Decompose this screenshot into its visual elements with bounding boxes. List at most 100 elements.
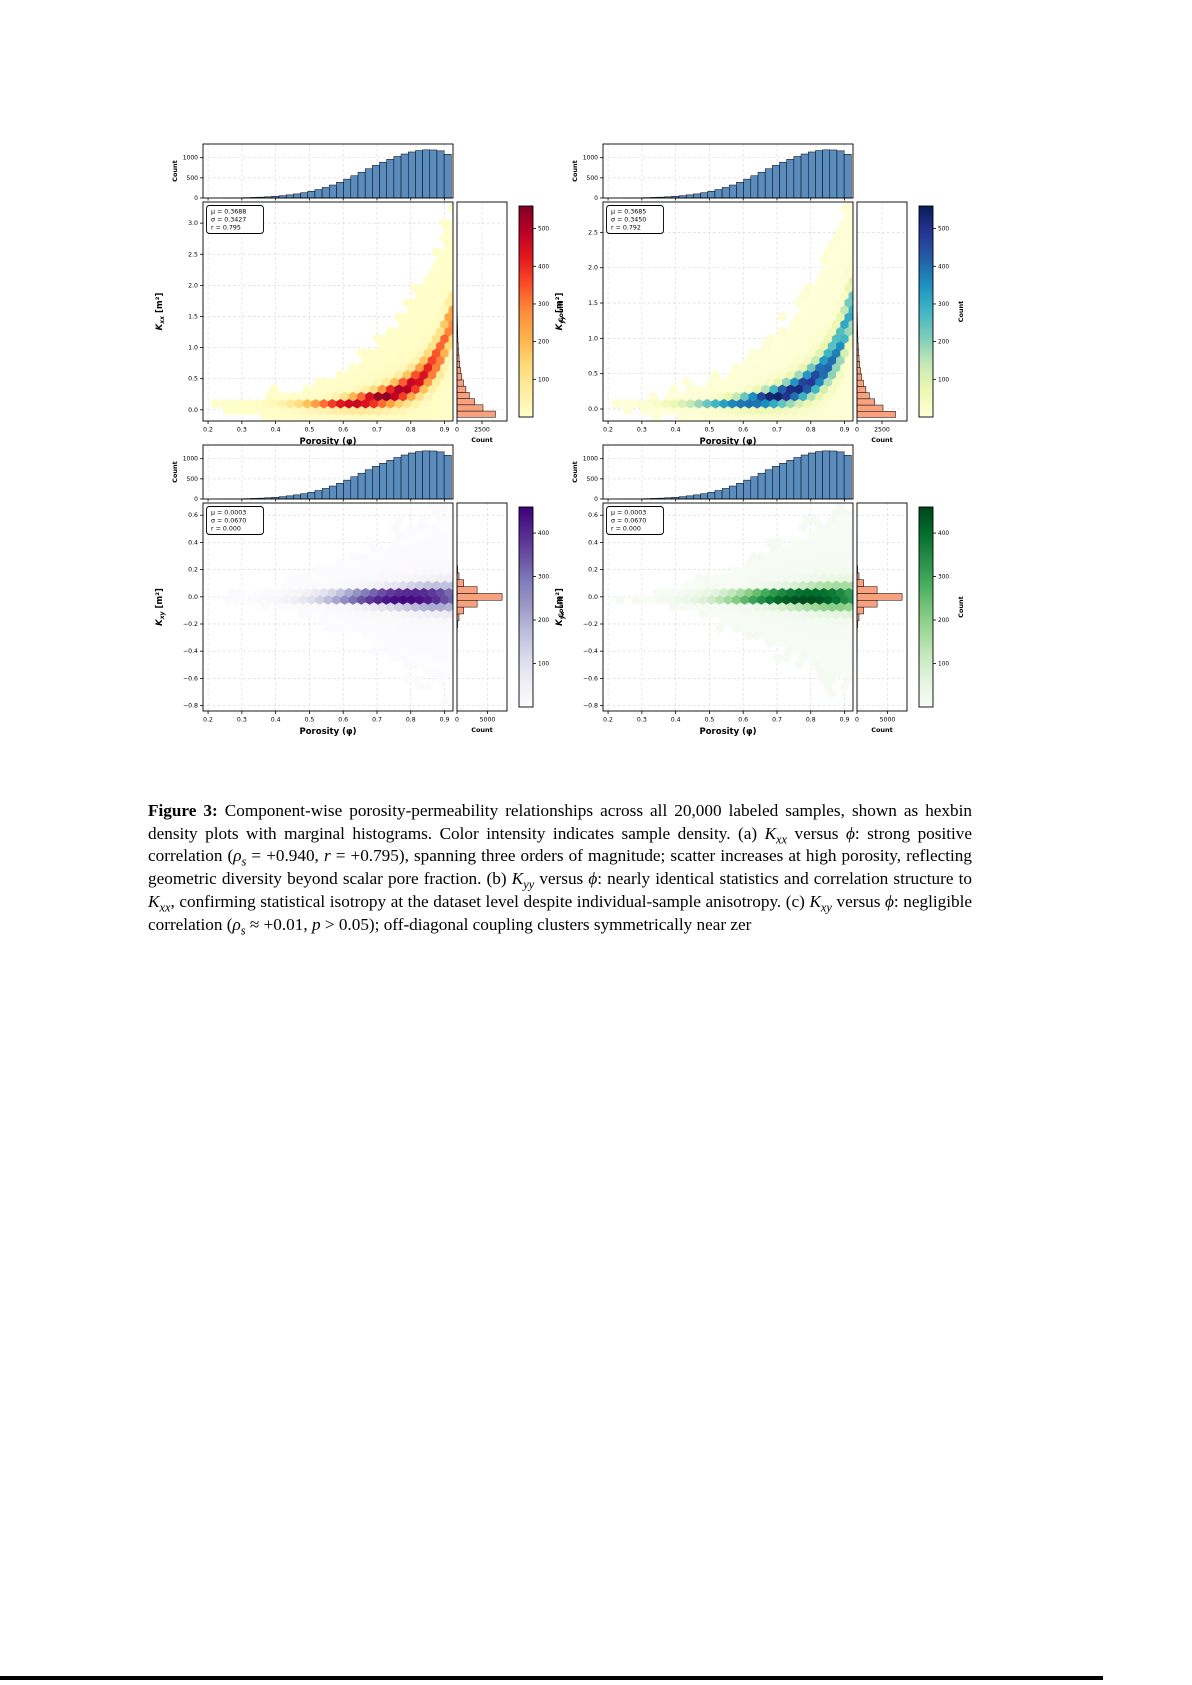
svg-text:0.6: 0.6 <box>738 717 748 724</box>
svg-text:Count: Count <box>171 160 179 182</box>
svg-text:2500: 2500 <box>874 427 890 434</box>
svg-text:5000: 5000 <box>880 717 896 724</box>
svg-text:3.0: 3.0 <box>188 220 198 227</box>
svg-text:400: 400 <box>938 531 949 537</box>
svg-text:0.3: 0.3 <box>237 427 247 434</box>
svg-text:0.2: 0.2 <box>203 717 213 724</box>
svg-text:0.0: 0.0 <box>588 594 598 601</box>
svg-text:100: 100 <box>538 377 549 383</box>
svg-text:−0.6: −0.6 <box>183 675 198 682</box>
svg-text:0.2: 0.2 <box>603 717 613 724</box>
svg-text:σ = 0.0670: σ = 0.0670 <box>211 518 246 525</box>
svg-text:5000: 5000 <box>480 717 496 724</box>
top-histogram: 0 500 1000 Count <box>171 444 454 503</box>
svg-text:0.0: 0.0 <box>188 407 198 414</box>
svg-text:200: 200 <box>538 340 549 346</box>
svg-text:0.6: 0.6 <box>188 512 198 519</box>
svg-text:μ = 0.0003: μ = 0.0003 <box>211 510 246 517</box>
svg-text:Count: Count <box>557 301 565 323</box>
right-histogram: 0 2500 Count <box>455 201 508 444</box>
hexbin-plot: 0.2 0.3 0.4 0.5 0.6 0.7 0.8 0.9 0.6 0.4 0.2 0.0 −0.2… <box>555 502 854 737</box>
y-axis-label: Kxy [m²] <box>155 588 166 626</box>
svg-text:Count: Count <box>557 596 565 618</box>
svg-text:0.4: 0.4 <box>271 717 281 724</box>
svg-text:μ = 0.0003: μ = 0.0003 <box>611 510 646 517</box>
svg-text:500: 500 <box>938 227 949 233</box>
svg-text:1000: 1000 <box>583 155 598 162</box>
svg-text:0.3: 0.3 <box>637 427 647 434</box>
svg-text:Count: Count <box>471 726 493 734</box>
svg-text:200: 200 <box>538 618 549 624</box>
y-axis-label: Kxx [m²] <box>155 293 166 331</box>
svg-text:0: 0 <box>194 496 198 503</box>
svg-text:Count: Count <box>957 596 965 618</box>
svg-text:100: 100 <box>938 377 949 383</box>
svg-text:0.5: 0.5 <box>304 717 314 724</box>
page-bottom-rule <box>0 1676 1103 1680</box>
svg-text:0.8: 0.8 <box>806 427 816 434</box>
svg-text:σ = 0.3427: σ = 0.3427 <box>211 217 246 224</box>
top-histogram: 0 500 1000 Count <box>571 444 854 503</box>
svg-text:r = 0.795: r = 0.795 <box>211 225 241 232</box>
svg-text:0.0: 0.0 <box>588 406 598 413</box>
y-axis-label: Kyx [m²] <box>555 588 566 626</box>
svg-text:0.5: 0.5 <box>588 371 598 378</box>
svg-text:0.8: 0.8 <box>806 717 816 724</box>
svg-text:0.7: 0.7 <box>772 717 782 724</box>
svg-text:2.0: 2.0 <box>188 282 198 289</box>
svg-text:1.0: 1.0 <box>188 345 198 352</box>
svg-text:0.4: 0.4 <box>271 427 281 434</box>
svg-text:400: 400 <box>938 264 949 270</box>
colorbar: 100 200 300 400 Count <box>918 506 965 708</box>
svg-text:1000: 1000 <box>183 456 198 463</box>
svg-text:2.5: 2.5 <box>588 229 598 236</box>
svg-text:0: 0 <box>455 427 459 434</box>
svg-text:r = 0.792: r = 0.792 <box>611 225 641 232</box>
svg-text:Porosity (φ): Porosity (φ) <box>699 437 756 447</box>
svg-text:300: 300 <box>938 575 949 581</box>
svg-text:0.4: 0.4 <box>588 539 598 546</box>
svg-text:0: 0 <box>855 427 859 434</box>
svg-text:−0.2: −0.2 <box>183 621 198 628</box>
svg-text:0.2: 0.2 <box>188 567 198 574</box>
svg-text:0.8: 0.8 <box>406 427 416 434</box>
svg-text:0.6: 0.6 <box>738 427 748 434</box>
svg-text:2500: 2500 <box>474 427 490 434</box>
svg-text:0.9: 0.9 <box>440 427 450 434</box>
svg-text:r = 0.000: r = 0.000 <box>211 526 241 533</box>
svg-text:400: 400 <box>538 531 549 537</box>
right-histogram: 0 5000 Count <box>455 502 508 734</box>
svg-text:0.4: 0.4 <box>671 427 681 434</box>
colorbar: 100 200 300 400 Count <box>518 506 565 708</box>
hexbin-plot: 0.2 0.3 0.4 0.5 0.6 0.7 0.8 0.9 0.6 0.4 0.2 0.0 −0.2… <box>155 502 454 737</box>
svg-text:0: 0 <box>194 195 198 202</box>
svg-text:500: 500 <box>187 175 199 182</box>
svg-text:400: 400 <box>538 264 549 270</box>
svg-text:Count: Count <box>871 436 893 444</box>
svg-text:0.5: 0.5 <box>304 427 314 434</box>
svg-text:300: 300 <box>938 302 949 308</box>
svg-text:2.0: 2.0 <box>588 265 598 272</box>
svg-text:0.7: 0.7 <box>372 717 382 724</box>
svg-text:1.5: 1.5 <box>588 300 598 307</box>
svg-text:−0.4: −0.4 <box>183 648 198 655</box>
svg-text:Porosity (φ): Porosity (φ) <box>299 437 356 447</box>
svg-text:200: 200 <box>938 618 949 624</box>
colorbar: 100 200 300 400 500 Count <box>518 205 565 418</box>
svg-text:100: 100 <box>938 662 949 668</box>
svg-text:0.7: 0.7 <box>772 427 782 434</box>
svg-text:0.6: 0.6 <box>338 717 348 724</box>
svg-text:μ = 0.3685: μ = 0.3685 <box>611 209 646 216</box>
hexbin-plot: 0.2 0.3 0.4 0.5 0.6 0.7 0.8 0.9 0.0 0.5 1.0 1.5 2.0 2… <box>155 201 454 447</box>
svg-text:2.5: 2.5 <box>188 251 198 258</box>
svg-text:0: 0 <box>594 195 598 202</box>
svg-text:Count: Count <box>471 436 493 444</box>
top-histogram: 0 500 1000 Count <box>171 143 454 202</box>
